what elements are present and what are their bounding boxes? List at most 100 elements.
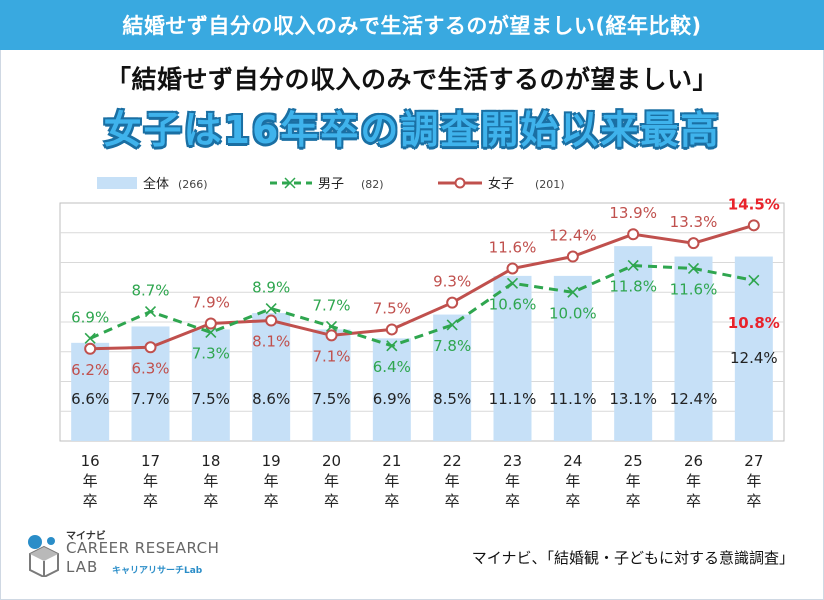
bar xyxy=(372,338,411,441)
x-tick-label: 年 xyxy=(143,472,158,490)
male-data-label: 10.6% xyxy=(489,295,537,313)
source-note: マイナビ、「結婚観・子どもに対する意識調査」 xyxy=(471,549,794,567)
x-tick-label: 18 xyxy=(201,452,220,470)
male-point xyxy=(325,320,338,333)
logo: マイナビ CAREER RESEARCH LAB キャリアリサーチLab xyxy=(26,527,219,579)
male-data-label: 10.8% xyxy=(728,314,780,332)
x-tick-label: 年 xyxy=(565,472,580,490)
male-point xyxy=(144,306,157,318)
female-data-label: 12.4% xyxy=(549,227,597,245)
male-series-line xyxy=(89,263,755,348)
female-data-label: 14.5% xyxy=(728,195,780,213)
x-tick-label: 卒 xyxy=(264,492,279,510)
female-point xyxy=(144,341,157,354)
legend-female-label: 女子 xyxy=(488,176,514,192)
total-data-label: 7.5% xyxy=(312,390,350,408)
female-data-label: 7.1% xyxy=(312,347,350,365)
female-point xyxy=(325,329,338,342)
male-data-label: 8.9% xyxy=(252,279,290,297)
male-data-label: 8.7% xyxy=(131,282,169,300)
male-data-label: 11.8% xyxy=(609,277,657,295)
x-tick-label: 24 xyxy=(563,452,582,470)
female-point xyxy=(385,323,398,336)
male-data-label: 6.9% xyxy=(71,308,109,326)
cube-logo-icon xyxy=(28,535,59,577)
legend-male-count: (82) xyxy=(361,178,384,191)
male-point xyxy=(84,332,96,344)
female-data-label: 7.9% xyxy=(192,293,230,311)
x-tick-label: 年 xyxy=(505,472,520,490)
male-data-label: 7.7% xyxy=(312,296,350,314)
x-tick-label: 22 xyxy=(443,452,462,470)
legend-total-count: (266) xyxy=(178,178,208,191)
total-data-label: 6.9% xyxy=(373,390,411,408)
x-tick-label: 27 xyxy=(744,452,763,470)
male-point xyxy=(567,286,579,298)
x-tick-label: 年 xyxy=(264,472,279,490)
bar xyxy=(433,314,472,441)
total-data-label: 6.6% xyxy=(71,390,109,408)
female-data-label: 6.2% xyxy=(71,361,109,379)
x-tick-label: 卒 xyxy=(686,492,701,510)
female-series-line xyxy=(90,223,755,351)
x-tick-label: 19 xyxy=(262,452,281,470)
female-point xyxy=(265,314,278,327)
male-data-label: 11.6% xyxy=(670,280,718,298)
male-point xyxy=(446,319,458,331)
female-point xyxy=(687,237,700,250)
x-tick-label: 16 xyxy=(81,452,100,470)
total-data-label: 7.7% xyxy=(131,390,169,408)
x-tick-label: 年 xyxy=(445,472,460,490)
x-tick-label: 卒 xyxy=(565,492,580,510)
total-data-label: 12.4% xyxy=(730,349,778,367)
logo-top-text: マイナビ xyxy=(66,531,106,542)
x-tick-label: 卒 xyxy=(746,492,761,510)
female-point xyxy=(627,228,640,241)
x-tick-label: 卒 xyxy=(626,492,641,510)
male-point xyxy=(205,326,217,338)
legend-male-label: 男子 xyxy=(318,177,344,192)
legend-female-marker xyxy=(454,177,466,189)
x-tick-label: 年 xyxy=(83,472,98,490)
female-point xyxy=(506,262,519,275)
female-data-label: 13.3% xyxy=(670,213,718,231)
female-data-label: 13.9% xyxy=(609,204,657,222)
x-tick-label: 26 xyxy=(684,452,703,470)
male-data-label: 6.4% xyxy=(373,358,411,376)
female-point xyxy=(84,342,97,355)
bar xyxy=(252,313,291,441)
x-tick-label: 年 xyxy=(324,472,339,490)
female-point xyxy=(747,219,760,232)
female-point xyxy=(446,296,459,309)
total-data-label: 8.5% xyxy=(433,390,471,408)
logo-main-text: CAREER RESEARCH xyxy=(66,539,220,557)
x-tick-label: 卒 xyxy=(83,492,98,510)
male-point xyxy=(506,277,519,289)
x-tick-label: 23 xyxy=(503,452,522,470)
male-point xyxy=(748,274,760,286)
x-tick-label: 卒 xyxy=(445,492,460,510)
bar xyxy=(71,342,110,441)
male-point xyxy=(386,340,398,352)
x-tick-label: 年 xyxy=(384,472,399,490)
female-data-label: 8.1% xyxy=(252,333,290,351)
x-tick-label: 21 xyxy=(382,452,401,470)
total-data-label: 11.1% xyxy=(489,390,537,408)
female-data-label: 6.3% xyxy=(131,359,169,377)
x-tick-label: 年 xyxy=(686,472,701,490)
bar xyxy=(734,256,773,441)
x-tick-label: 年 xyxy=(626,472,641,490)
x-tick-label: 17 xyxy=(141,452,160,470)
bar xyxy=(493,275,532,441)
x-tick-label: 25 xyxy=(624,452,643,470)
male-point xyxy=(687,262,700,275)
subheadline: 女子は16年卒の調査開始以来最高 xyxy=(103,108,721,152)
x-tick-label: 卒 xyxy=(203,492,218,510)
male-data-label: 7.3% xyxy=(192,344,230,362)
headline: 「結婚せず自分の収入のみで生活するのが望ましい」 xyxy=(105,65,718,94)
x-tick-label: 卒 xyxy=(324,492,339,510)
x-tick-label: 年 xyxy=(203,472,218,490)
x-tick-label: 20 xyxy=(322,452,341,470)
bar xyxy=(191,329,230,441)
